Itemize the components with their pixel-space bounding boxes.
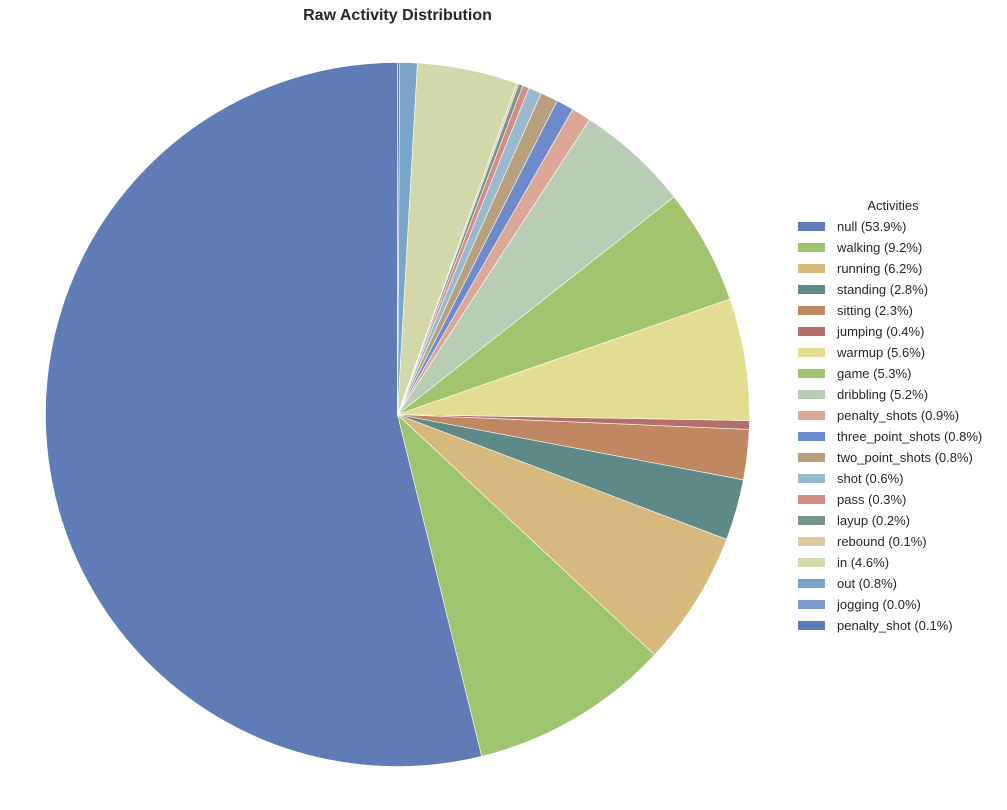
legend-item: two_point_shots (0.8%) (795, 447, 1005, 468)
legend-swatch (798, 411, 825, 420)
legend-item: penalty_shots (0.9%) (795, 405, 1005, 426)
legend-item: layup (0.2%) (795, 510, 1005, 531)
legend-label: rebound (0.1%) (837, 534, 927, 549)
legend-swatch (798, 390, 825, 399)
legend-item: sitting (2.3%) (795, 300, 1005, 321)
legend-swatch (798, 600, 825, 609)
legend-item: jumping (0.4%) (795, 321, 1005, 342)
legend-items: null (53.9%) walking (9.2%) running (6.2%)… (795, 216, 1005, 636)
legend-item: penalty_shot (0.1%) (795, 615, 1005, 636)
legend-swatch (798, 348, 825, 357)
legend-label: layup (0.2%) (837, 513, 910, 528)
legend-label: dribbling (5.2%) (837, 387, 929, 402)
legend-swatch (798, 264, 825, 273)
legend-item: rebound (0.1%) (795, 531, 1005, 552)
legend-swatch (798, 474, 825, 483)
legend-label: penalty_shots (0.9%) (837, 408, 960, 423)
legend-swatch (798, 516, 825, 525)
pie-slice-walking (396, 413, 656, 757)
legend-swatch (798, 579, 825, 588)
legend-swatch (798, 327, 825, 336)
legend-item: in (4.6%) (795, 552, 1005, 573)
legend-label: jumping (0.4%) (837, 324, 925, 339)
legend-label: penalty_shot (0.1%) (837, 618, 953, 633)
legend-label: warmup (5.6%) (837, 345, 926, 360)
pie-chart (45, 62, 750, 767)
legend-item: game (5.3%) (795, 363, 1005, 384)
legend-label: standing (2.8%) (837, 282, 929, 297)
legend-label: jogging (0.0%) (837, 597, 921, 612)
legend-item: walking (9.2%) (795, 237, 1005, 258)
legend-label: running (6.2%) (837, 261, 923, 276)
pie-slice-penalty-shot (397, 62, 401, 415)
legend-item: standing (2.8%) (795, 279, 1005, 300)
legend-swatch (798, 537, 825, 546)
legend-swatch (798, 222, 825, 231)
legend-label: out (0.8%) (837, 576, 897, 591)
legend-label: in (4.6%) (837, 555, 890, 570)
legend-label: game (5.3%) (837, 366, 912, 381)
legend-item: warmup (5.6%) (795, 342, 1005, 363)
legend-label: shot (0.6%) (837, 471, 904, 486)
legend-label: three_point_shots (0.8%) (837, 429, 983, 444)
legend-swatch (798, 243, 825, 252)
legend: Activities null (53.9%) walking (9.2%) run… (795, 196, 1005, 636)
legend-item: three_point_shots (0.8%) (795, 426, 1005, 447)
legend-label: null (53.9%) (837, 219, 907, 234)
legend-item: running (6.2%) (795, 258, 1005, 279)
legend-item: null (53.9%) (795, 216, 1005, 237)
legend-item: dribbling (5.2%) (795, 384, 1005, 405)
legend-label: walking (9.2%) (837, 240, 923, 255)
legend-swatch (798, 495, 825, 504)
chart-title: Raw Activity Distribution (303, 7, 492, 24)
legend-swatch (798, 558, 825, 567)
legend-label: two_point_shots (0.8%) (837, 450, 973, 465)
legend-swatch (798, 285, 825, 294)
pie-slice-running (397, 414, 728, 656)
legend-title: Activities (867, 198, 919, 213)
legend-swatch (798, 432, 825, 441)
legend-label: pass (0.3%) (837, 492, 907, 507)
legend-swatch (798, 453, 825, 462)
legend-label: sitting (2.3%) (837, 303, 913, 318)
legend-item: jogging (0.0%) (795, 594, 1005, 615)
legend-item: out (0.8%) (795, 573, 1005, 594)
legend-swatch (798, 306, 825, 315)
pie-slice-null (45, 62, 483, 767)
legend-item: pass (0.3%) (795, 489, 1005, 510)
legend-swatch (798, 621, 825, 630)
legend-item: shot (0.6%) (795, 468, 1005, 489)
legend-swatch (798, 369, 825, 378)
